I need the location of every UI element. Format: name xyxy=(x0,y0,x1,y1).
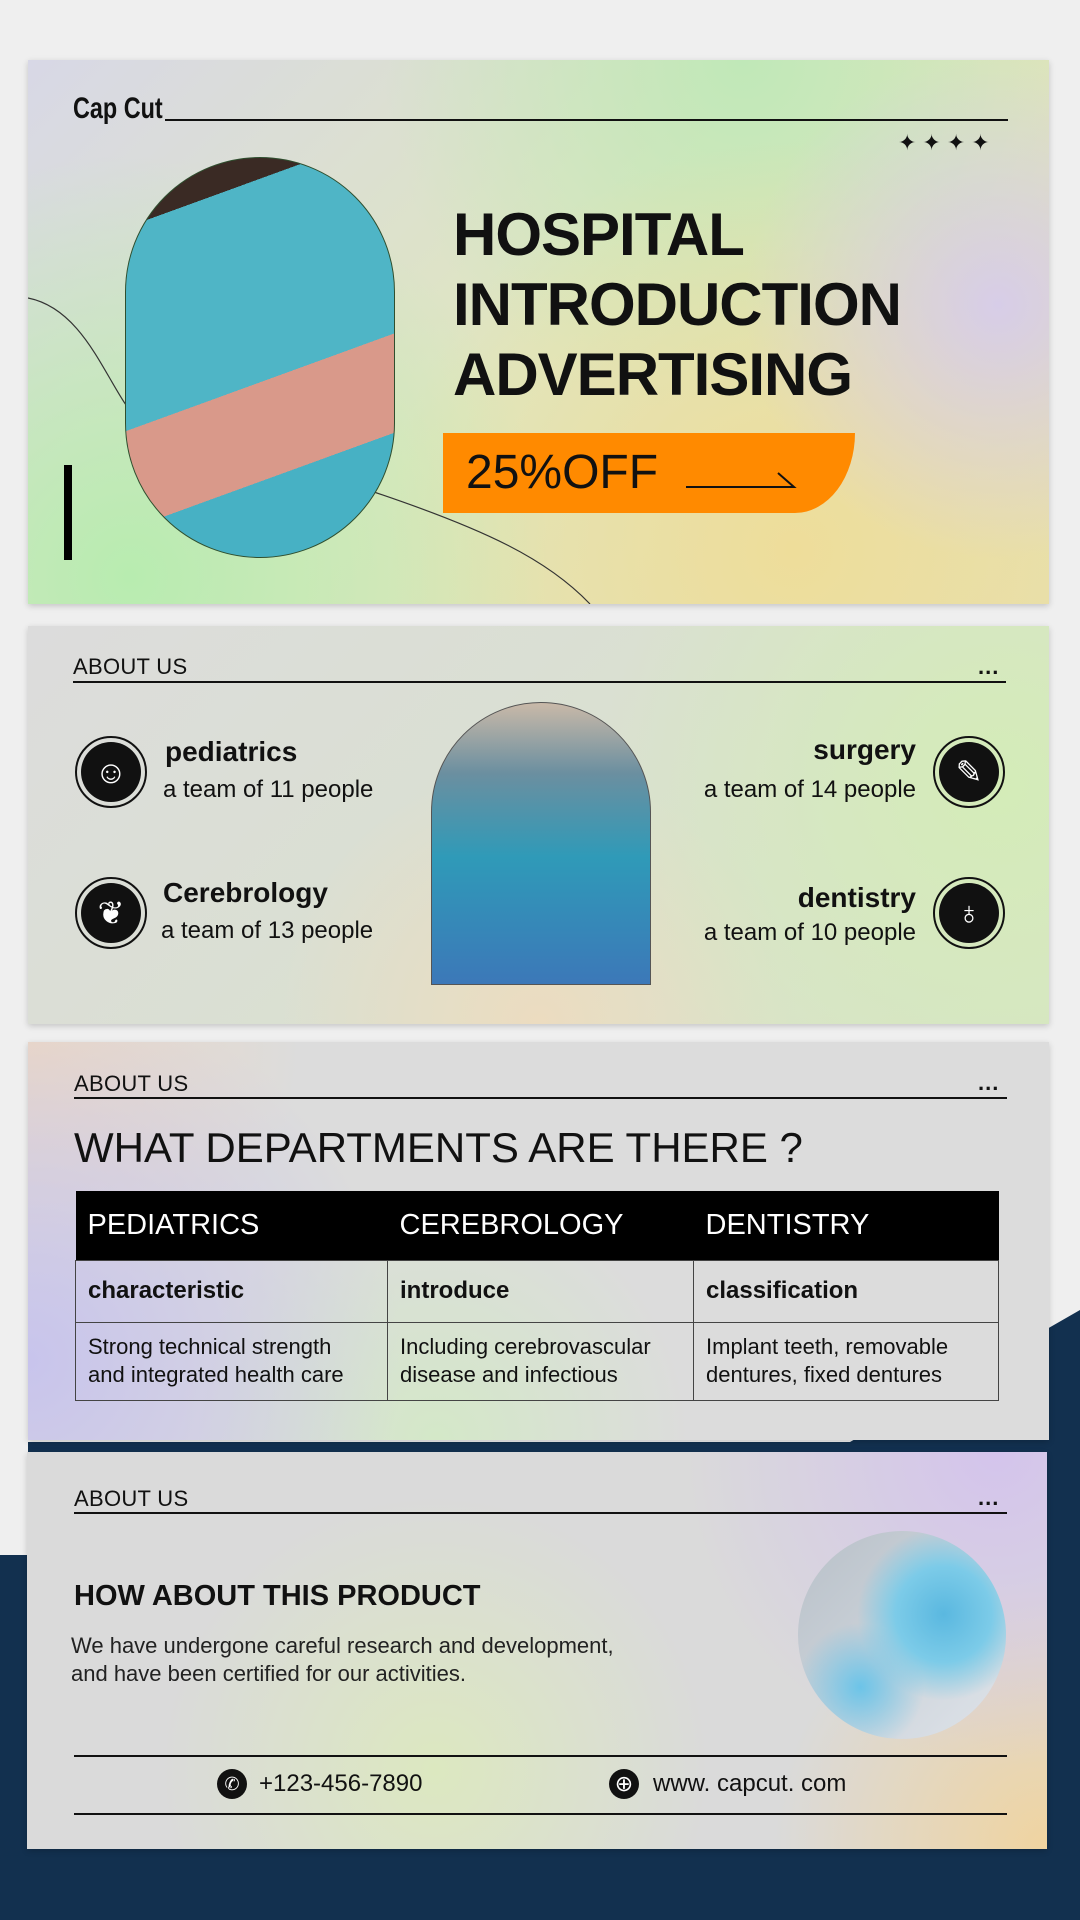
table-subheader: classification xyxy=(693,1259,999,1323)
phone-number: +123-456-7890 xyxy=(259,1770,423,1797)
section-divider xyxy=(74,1512,1007,1514)
section-label: ABOUT US xyxy=(73,654,188,679)
title-line: HOSPITAL xyxy=(453,201,745,268)
brain-icon: ❦ xyxy=(75,877,147,949)
more-icon[interactable]: ... xyxy=(978,654,1000,679)
section-divider xyxy=(74,1097,1007,1099)
globe-icon: ⊕ xyxy=(609,1769,639,1799)
title-line: INTRODUCTION xyxy=(453,271,902,338)
section-title: WHAT DEPARTMENTS ARE THERE ? xyxy=(74,1124,803,1171)
decorative-bar xyxy=(64,465,72,560)
cell-line: disease and infectious xyxy=(400,1362,618,1387)
product-card: ABOUT US ... HOW ABOUT THIS PRODUCT We h… xyxy=(27,1452,1047,1849)
description-line: and have been certified for our activiti… xyxy=(71,1661,467,1686)
department-name: pediatrics xyxy=(165,736,298,767)
department-team: a team of 11 people xyxy=(163,776,374,803)
section-label: ABOUT US xyxy=(74,1486,189,1511)
brand-logo: Cap Cut xyxy=(73,92,163,125)
contact-divider-bottom xyxy=(74,1813,1007,1815)
offer-button[interactable]: 25%OFF xyxy=(443,433,855,513)
more-icon[interactable]: ... xyxy=(978,1485,1000,1510)
cell-line: Including cerebrovascular xyxy=(400,1334,651,1359)
department-team: a team of 13 people xyxy=(161,917,374,944)
sparkle-icons: ✦✦✦✦ xyxy=(898,130,996,155)
title-line: ADVERTISING xyxy=(453,341,853,408)
table-cell: Implant teeth, removable dentures, fixed … xyxy=(693,1321,999,1401)
offer-text: 25%OFF xyxy=(466,446,659,499)
departments-table: PEDIATRICS CEREBROLOGY DENTISTRY character… xyxy=(75,1191,999,1401)
table-subheader: characteristic xyxy=(75,1259,388,1323)
dot-grid-decoration xyxy=(980,478,1010,560)
table-header: CEREBROLOGY xyxy=(387,1191,694,1260)
department-name: Cerebrology xyxy=(163,877,328,908)
cell-line: and integrated health care xyxy=(88,1362,344,1387)
doctor-photo xyxy=(125,157,395,558)
table-cell: Strong technical strength and integrated … xyxy=(75,1321,388,1401)
website-contact[interactable]: ⊕ www. capcut. com xyxy=(609,1769,846,1799)
hero-banner: Cap Cut ✦✦✦✦ HOSPITAL INTRODUCTION ADVER… xyxy=(28,60,1049,604)
phone-contact[interactable]: ✆ +123-456-7890 xyxy=(217,1769,422,1799)
section-label: ABOUT US xyxy=(74,1071,189,1096)
description-line: We have undergone careful research and d… xyxy=(71,1633,614,1658)
cell-line: Implant teeth, removable xyxy=(706,1334,949,1359)
department-name: dentistry xyxy=(797,882,916,913)
header-divider xyxy=(165,119,1008,121)
table-subheader: introduce xyxy=(387,1259,694,1323)
surgery-photo xyxy=(431,702,651,985)
department-team: a team of 10 people xyxy=(703,919,916,946)
product-description: We have undergone careful research and d… xyxy=(71,1632,614,1688)
cell-line: Strong technical strength xyxy=(88,1334,332,1359)
about-us-departments-card: ABOUT US ... ☺ pediatrics a team of 11 p… xyxy=(28,626,1049,1024)
baby-face-icon: ☺ xyxy=(75,736,147,808)
table-header: DENTISTRY xyxy=(693,1191,999,1260)
table-cell: Including cerebrovascular disease and inf… xyxy=(387,1321,694,1401)
more-icon[interactable]: ... xyxy=(978,1070,1000,1095)
section-divider xyxy=(73,681,1006,683)
title: HOSPITAL INTRODUCTION ADVERTISING xyxy=(453,200,902,410)
phone-icon: ✆ xyxy=(217,1769,247,1799)
table-header: PEDIATRICS xyxy=(75,1191,388,1260)
product-title: HOW ABOUT THIS PRODUCT xyxy=(74,1580,481,1612)
arrow-right-icon xyxy=(686,472,797,488)
tooth-icon: ♁ xyxy=(933,877,1005,949)
website-url: www. capcut. com xyxy=(653,1770,847,1797)
department-team: a team of 14 people xyxy=(703,776,916,803)
contact-divider-top xyxy=(74,1755,1007,1757)
cell-line: dentures, fixed dentures xyxy=(706,1362,943,1387)
scalpel-icon: ✎ xyxy=(933,736,1005,808)
lab-photo xyxy=(798,1531,1006,1739)
department-name: surgery xyxy=(813,734,916,765)
departments-table-card: ABOUT US ... WHAT DEPARTMENTS ARE THERE … xyxy=(28,1042,1049,1440)
